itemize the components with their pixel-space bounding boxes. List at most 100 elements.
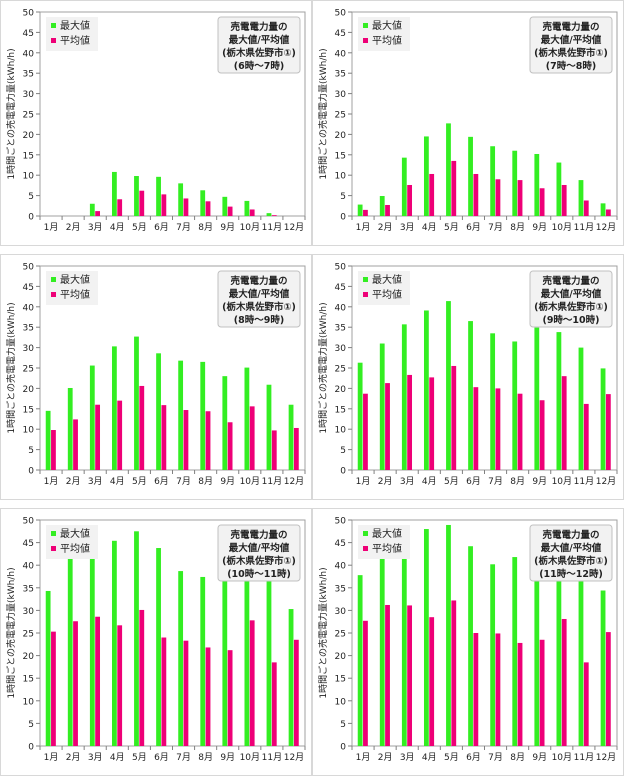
x-tick-label: 7月 (176, 222, 191, 233)
x-tick-label: 4月 (110, 476, 125, 487)
x-tick-label: 11月 (262, 752, 282, 763)
bar-avg (451, 600, 457, 746)
x-tick-label: 3月 (400, 752, 415, 763)
x-tick-label: 12月 (284, 222, 304, 233)
bar-avg (161, 405, 167, 470)
bar-avg (539, 188, 545, 216)
y-tick-label: 10 (335, 697, 347, 707)
y-tick-label: 5 (340, 720, 346, 730)
legend-box (358, 17, 410, 51)
chart-title-line: 売電電力量の (542, 21, 599, 33)
chart-panel-5: 0 5 10 15 20 25 30 35 40 45 50 1時間ごとの売電電力量(kWh/h) 1月… (0, 508, 312, 776)
legend-label: 平均値 (60, 288, 90, 301)
bar-max (379, 343, 385, 470)
bar-avg (205, 201, 211, 216)
y-tick-label: 35 (23, 70, 34, 80)
chart-panel-3: 0 5 10 15 20 25 30 35 40 45 50 1時間ごとの売電電力量(kWh/h) 1月… (0, 254, 312, 500)
bar-avg (363, 393, 368, 470)
y-axis-label: 1時間ごとの売電電力量(kWh/h) (317, 302, 329, 433)
bar-max (578, 180, 584, 216)
chart-title-line: (栃木県佐野市①) (222, 301, 296, 313)
bar-avg (139, 609, 145, 746)
chart-title-line: 最大値/平均値 (541, 34, 602, 46)
bar-max (578, 565, 584, 746)
bar-max (266, 213, 272, 216)
legend-swatch (363, 277, 368, 282)
bar-avg (429, 173, 435, 216)
legend-swatch (363, 23, 368, 28)
bar-avg (495, 388, 501, 470)
x-tick-label: 8月 (198, 222, 213, 233)
x-tick-label: 1月 (356, 222, 371, 233)
bar-max (45, 410, 51, 470)
chart-title-line: (栃木県佐野市①) (534, 47, 608, 59)
bar-avg (73, 419, 78, 470)
legend-swatch (51, 277, 56, 282)
y-tick-label: 10 (335, 172, 347, 182)
bar-max (600, 590, 606, 746)
bar-max (379, 547, 385, 746)
bar-max (600, 368, 606, 470)
x-tick-label: 2月 (378, 222, 393, 233)
bar-max (156, 548, 161, 746)
bar-max (244, 567, 250, 746)
chart-title-line: 売電電力量の (542, 529, 599, 541)
chart-svg: 0 5 10 15 20 25 30 35 40 45 50 1時間ごとの売電電力量(kWh/h) 1月… (0, 0, 312, 246)
bar-max (357, 362, 363, 470)
y-tick-label: 15 (23, 675, 34, 685)
bar-max (156, 176, 161, 216)
x-tick-label: 1月 (44, 476, 59, 487)
bar-avg (517, 180, 523, 216)
x-tick-label: 9月 (532, 752, 547, 763)
bar-max (200, 190, 206, 216)
x-tick-label: 2月 (66, 476, 81, 487)
bar-avg (161, 637, 167, 746)
y-tick-label: 35 (23, 324, 34, 334)
y-tick-label: 10 (23, 697, 35, 707)
bar-avg (139, 190, 145, 216)
bar-max (288, 404, 294, 470)
y-tick-label: 0 (340, 213, 346, 223)
bar-max (490, 333, 496, 470)
chart-title-line: 売電電力量の (230, 21, 287, 33)
x-tick-label: 2月 (378, 476, 393, 487)
x-tick-label: 4月 (110, 752, 125, 763)
bar-avg (293, 427, 299, 470)
bar-max (178, 360, 184, 470)
chart-title-line: (6時～7時) (234, 60, 284, 72)
x-tick-label: 5月 (132, 752, 147, 763)
chart-svg: 0 5 10 15 20 25 30 35 40 45 50 1時間ごとの売電電力量(kWh/h) 1月… (312, 0, 624, 246)
y-tick-label: 15 (23, 151, 34, 161)
y-tick-label: 50 (335, 517, 347, 527)
bar-avg (451, 160, 457, 216)
y-tick-label: 0 (28, 743, 34, 753)
y-tick-label: 40 (335, 562, 347, 572)
bar-avg (117, 199, 123, 216)
legend-label: 最大値 (60, 527, 90, 540)
y-tick-label: 45 (23, 29, 34, 39)
x-tick-label: 10月 (552, 752, 572, 763)
bar-avg (271, 215, 277, 216)
y-tick-label: 25 (23, 111, 34, 121)
y-axis-label: 1時間ごとの売電電力量(kWh/h) (5, 48, 17, 179)
x-tick-label: 9月 (532, 476, 547, 487)
bar-max (600, 203, 606, 216)
bar-max (401, 533, 407, 746)
bar-avg (271, 662, 277, 746)
bar-max (512, 150, 518, 216)
y-tick-label: 45 (335, 283, 346, 293)
legend-box (358, 525, 410, 559)
legend-swatch (363, 38, 368, 43)
x-tick-label: 7月 (488, 752, 503, 763)
x-tick-label: 8月 (510, 752, 525, 763)
y-tick-label: 40 (23, 562, 35, 572)
x-tick-label: 1月 (356, 476, 371, 487)
bar-max (446, 123, 451, 216)
bar-max (578, 347, 584, 470)
legend-swatch (363, 531, 368, 536)
bar-max (490, 564, 496, 746)
bar-max (357, 204, 363, 216)
legend-label: 平均値 (372, 34, 402, 47)
